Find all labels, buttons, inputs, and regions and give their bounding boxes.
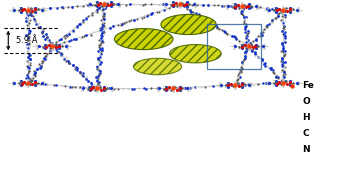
Ellipse shape xyxy=(161,14,216,35)
Text: H: H xyxy=(302,113,310,122)
Text: O: O xyxy=(302,97,310,106)
Text: C: C xyxy=(302,129,309,138)
Text: 5.9 Å: 5.9 Å xyxy=(16,36,37,45)
Text: N: N xyxy=(302,145,310,154)
Text: Fe: Fe xyxy=(302,81,314,90)
Ellipse shape xyxy=(133,58,182,75)
Ellipse shape xyxy=(170,45,221,63)
Ellipse shape xyxy=(115,29,173,50)
